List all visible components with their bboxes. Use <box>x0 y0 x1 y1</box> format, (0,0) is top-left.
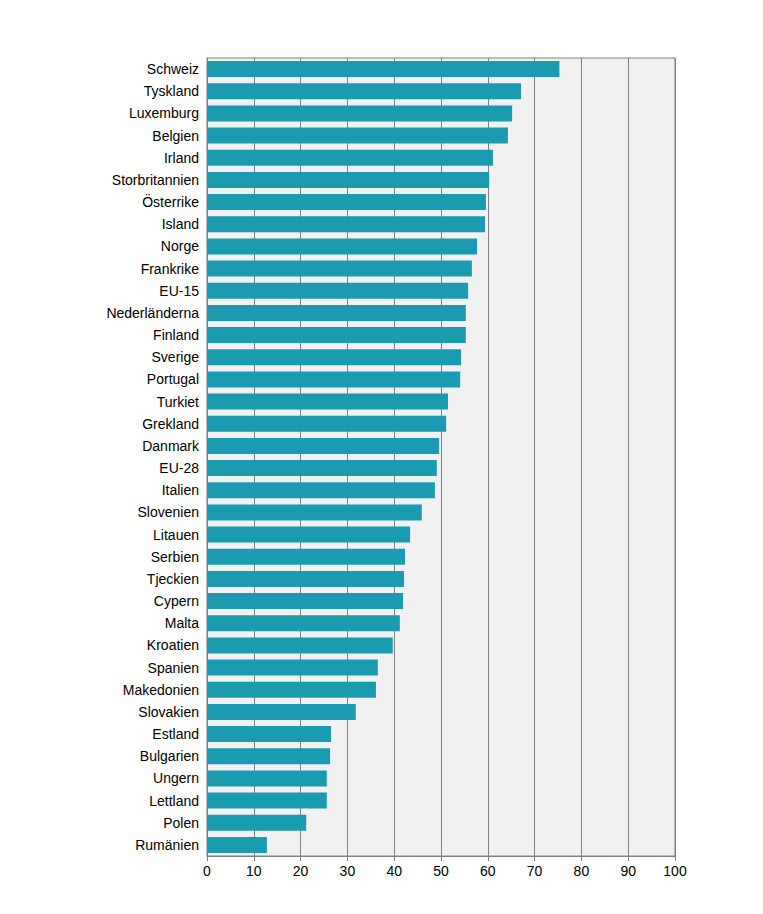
svg-text:Serbien: Serbien <box>151 549 199 565</box>
svg-text:Makedonien: Makedonien <box>123 682 199 698</box>
svg-text:70: 70 <box>527 863 543 879</box>
svg-text:100: 100 <box>663 863 687 879</box>
svg-text:Litauen: Litauen <box>153 527 199 543</box>
svg-text:EU-28: EU-28 <box>159 460 199 476</box>
svg-text:60: 60 <box>480 863 496 879</box>
svg-text:Finland: Finland <box>153 327 199 343</box>
svg-text:Sverige: Sverige <box>152 349 200 365</box>
svg-text:30: 30 <box>340 863 356 879</box>
svg-text:Irland: Irland <box>164 150 199 166</box>
svg-text:Tjeckien: Tjeckien <box>147 571 199 587</box>
svg-text:Norge: Norge <box>161 238 199 254</box>
svg-text:40: 40 <box>386 863 402 879</box>
svg-text:Storbritannien: Storbritannien <box>112 172 199 188</box>
svg-text:90: 90 <box>620 863 636 879</box>
svg-text:Tyskland: Tyskland <box>144 83 199 99</box>
svg-text:20: 20 <box>293 863 309 879</box>
svg-text:Cypern: Cypern <box>154 593 199 609</box>
svg-text:Portugal: Portugal <box>147 371 199 387</box>
svg-text:50: 50 <box>433 863 449 879</box>
svg-text:Luxemburg: Luxemburg <box>129 105 199 121</box>
svg-text:Malta: Malta <box>165 615 199 631</box>
svg-text:EU-15: EU-15 <box>159 283 199 299</box>
svg-text:Belgien: Belgien <box>152 128 199 144</box>
svg-text:Polen: Polen <box>163 815 199 831</box>
svg-text:Slovakien: Slovakien <box>138 704 199 720</box>
svg-text:Kroatien: Kroatien <box>147 637 199 653</box>
svg-text:10: 10 <box>246 863 262 879</box>
svg-text:Italien: Italien <box>162 482 199 498</box>
svg-text:0: 0 <box>203 863 211 879</box>
svg-text:Danmark: Danmark <box>142 438 200 454</box>
svg-text:Slovenien: Slovenien <box>138 504 200 520</box>
svg-text:Grekland: Grekland <box>142 416 199 432</box>
svg-text:Schweiz: Schweiz <box>147 61 199 77</box>
svg-text:Nederländerna: Nederländerna <box>106 305 199 321</box>
svg-text:Frankrike: Frankrike <box>141 261 200 277</box>
svg-text:Österrike: Österrike <box>142 193 199 210</box>
svg-text:Ungern: Ungern <box>153 770 199 786</box>
svg-text:80: 80 <box>574 863 590 879</box>
svg-text:Rumänien: Rumänien <box>135 837 199 853</box>
svg-text:Lettland: Lettland <box>149 793 199 809</box>
svg-text:Island: Island <box>162 216 199 232</box>
svg-text:Turkiet: Turkiet <box>157 394 199 410</box>
svg-text:Spanien: Spanien <box>148 660 199 676</box>
svg-text:Bulgarien: Bulgarien <box>140 748 199 764</box>
svg-text:Estland: Estland <box>152 726 199 742</box>
